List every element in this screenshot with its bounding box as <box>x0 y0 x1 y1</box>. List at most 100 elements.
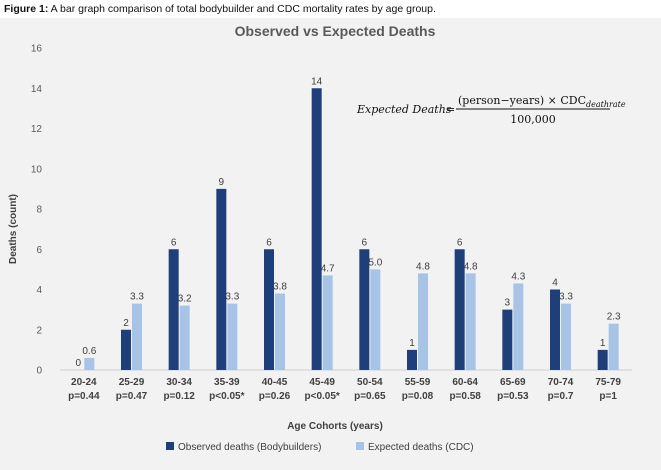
caption-label: Figure 1: <box>4 3 49 15</box>
data-label-observed: 3 <box>505 298 511 309</box>
x-category-label: 20-24 <box>71 377 97 388</box>
data-label-expected: 4.8 <box>416 261 430 272</box>
bar-expected <box>465 273 476 370</box>
data-label-observed: 4 <box>552 278 558 289</box>
bar-observed <box>264 249 274 370</box>
data-label-observed: 6 <box>171 237 177 248</box>
formula-equals: = <box>446 103 455 116</box>
bar-observed <box>454 249 465 370</box>
bar-observed <box>502 309 513 370</box>
chart-frame: Observed vs Expected Deaths Deaths (coun… <box>0 18 661 470</box>
x-category-label: 55-59 <box>405 377 431 388</box>
bar-observed <box>168 249 179 370</box>
x-category-pvalue: p=0.12 <box>163 391 195 402</box>
x-category-label: 75-79 <box>595 377 621 388</box>
data-label-expected: 3.3 <box>130 292 144 303</box>
bar-expected <box>84 357 95 370</box>
legend-label-expected: Expected deaths (CDC) <box>368 442 474 453</box>
y-tick-label: 14 <box>31 84 43 95</box>
x-category-pvalue: p=0.65 <box>354 391 386 402</box>
x-category-label: 25-29 <box>119 377 145 388</box>
data-label-observed: 14 <box>311 76 323 87</box>
legend-swatch-expected <box>356 442 364 450</box>
bar-expected <box>513 283 524 370</box>
x-category-pvalue: p=0.7 <box>548 391 574 402</box>
y-tick-label: 16 <box>31 44 43 55</box>
x-axis-label: Age Cohorts (years) <box>287 421 383 432</box>
x-category-label: 30-34 <box>166 377 192 388</box>
bar-observed <box>121 329 131 370</box>
x-category-label: 70-74 <box>548 377 574 388</box>
bar-chart: Observed vs Expected Deaths Deaths (coun… <box>8 23 632 453</box>
x-category-pvalue: p=0.44 <box>68 391 100 402</box>
figure-caption: Figure 1: A bar graph comparison of tota… <box>4 3 436 15</box>
data-label-expected: 3.2 <box>178 294 192 305</box>
x-category-label: 60-64 <box>452 377 478 388</box>
data-label-expected: 4.3 <box>511 271 525 282</box>
x-category-pvalue: p=0.58 <box>449 391 481 402</box>
data-label-expected: 3.3 <box>225 292 239 303</box>
formula: Expected Deaths = (person−years) × CDCde… <box>356 94 626 126</box>
legend: Observed deaths (Bodybuilders) Expected … <box>166 442 474 453</box>
x-category-pvalue: p<0.05* <box>209 391 244 402</box>
formula-numerator-sub: deathrate <box>586 100 626 109</box>
formula-numerator-main: (person−years) × CDC <box>458 94 586 107</box>
data-label-expected: 2.3 <box>607 312 621 323</box>
bar-observed <box>407 349 417 370</box>
x-category-pvalue: p=1 <box>599 391 617 402</box>
legend-label-observed: Observed deaths (Bodybuilders) <box>178 442 321 453</box>
bar-observed <box>597 349 608 370</box>
bar-expected <box>132 303 142 370</box>
bar-expected <box>179 305 190 370</box>
x-category-label: 45-49 <box>309 377 335 388</box>
bar-observed <box>216 188 227 370</box>
data-label-expected: 4.8 <box>464 261 478 272</box>
y-axis-ticks: 0 2 4 6 8 10 12 14 16 <box>31 44 43 377</box>
data-label-expected: 4.7 <box>321 263 335 274</box>
y-tick-label: 10 <box>31 164 43 175</box>
y-tick-label: 0 <box>36 366 42 377</box>
x-category-label: 65-69 <box>500 377 526 388</box>
bar-series: 00.623.363.293.363.8144.765.014.864.834.… <box>76 76 621 370</box>
data-label-observed: 1 <box>409 338 415 349</box>
y-tick-label: 12 <box>31 124 43 135</box>
legend-swatch-observed <box>166 442 174 450</box>
data-label-observed: 6 <box>266 237 272 248</box>
data-label-observed: 0 <box>76 358 82 369</box>
chart-title: Observed vs Expected Deaths <box>235 23 436 39</box>
bar-observed <box>311 88 322 370</box>
bar-observed <box>550 289 560 370</box>
x-category-pvalue: p=0.47 <box>116 391 148 402</box>
caption-text: A bar graph comparison of total bodybuil… <box>48 3 436 15</box>
data-label-observed: 9 <box>219 177 225 188</box>
bar-expected <box>275 293 285 370</box>
bar-expected <box>370 269 381 370</box>
data-label-expected: 3.3 <box>559 292 573 303</box>
data-label-observed: 2 <box>123 318 129 329</box>
data-label-expected: 0.6 <box>82 346 96 357</box>
x-category-pvalue: p<0.05* <box>305 391 340 402</box>
data-label-expected: 5.0 <box>368 257 382 268</box>
y-tick-label: 2 <box>36 325 42 336</box>
formula-numerator: (person−years) × CDCdeathrate <box>458 94 626 109</box>
bar-expected <box>227 303 238 370</box>
bar-observed <box>359 249 370 370</box>
y-tick-label: 4 <box>36 285 42 296</box>
x-axis-categories: 20-24 p=0.44 25-29 p=0.47 30-34 p=0.12 35-39 p<… <box>68 377 621 402</box>
data-label-observed: 6 <box>457 237 463 248</box>
data-label-observed: 6 <box>362 237 368 248</box>
x-category-label: 40-45 <box>262 377 288 388</box>
formula-denominator: 100,000 <box>510 113 556 126</box>
data-label-observed: 1 <box>600 338 606 349</box>
bar-expected <box>322 275 333 370</box>
y-tick-label: 6 <box>36 245 42 256</box>
data-label-expected: 3.8 <box>273 282 287 293</box>
y-tick-label: 8 <box>36 205 42 216</box>
x-category-pvalue: p=0.08 <box>402 391 434 402</box>
x-category-pvalue: p=0.26 <box>259 391 291 402</box>
bar-expected <box>608 323 619 370</box>
bar-expected <box>418 273 428 370</box>
x-category-label: 35-39 <box>214 377 240 388</box>
x-category-label: 50-54 <box>357 377 383 388</box>
bar-expected <box>561 303 571 370</box>
